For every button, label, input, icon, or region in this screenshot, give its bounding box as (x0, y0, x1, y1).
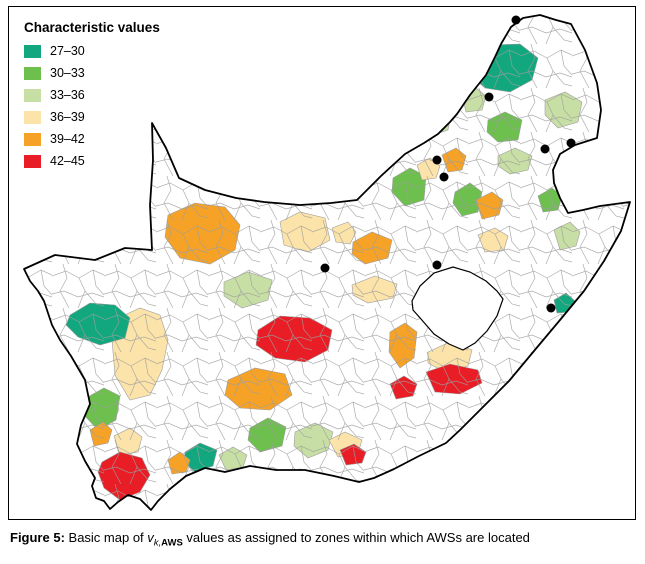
legend-label: 30–33 (50, 66, 85, 80)
legend-swatch-30-33 (24, 66, 41, 80)
figure-caption: Figure 5: Basic map of vk,AWS values as … (10, 530, 640, 550)
municipal-boundaries-mesh (24, 15, 630, 510)
aws-station-dot (320, 263, 330, 273)
aws-station-dot (439, 172, 449, 182)
figure-caption-symbol: v (147, 530, 154, 545)
legend-label: 36–39 (50, 110, 85, 124)
legend-label: 39–42 (50, 132, 85, 146)
aws-station-dot (540, 144, 550, 154)
legend-item: 39–42 (24, 132, 184, 146)
aws-station-dot (432, 155, 442, 165)
aws-station-dot (432, 260, 442, 270)
legend-item: 33–36 (24, 88, 184, 102)
legend-label: 27–30 (50, 44, 85, 58)
aws-station-dot (511, 15, 521, 25)
figure-caption-subscript-italic: k, (153, 537, 162, 549)
figure-caption-post: values as assigned to zones within which… (182, 530, 530, 545)
legend-swatch-33-36 (24, 88, 41, 102)
aws-station-dots (320, 15, 576, 313)
legend-item: 42–45 (24, 154, 184, 168)
legend-swatch-42-45 (24, 154, 41, 168)
aws-station-dot (566, 138, 576, 148)
country-outline (23, 14, 631, 511)
legend-label: 33–36 (50, 88, 85, 102)
aws-station-dot (546, 303, 556, 313)
figure-caption-label: Figure 5: (10, 530, 65, 545)
legend-item: 27–30 (24, 44, 184, 58)
legend-label: 42–45 (50, 154, 85, 168)
legend-title: Characteristic values (24, 20, 160, 35)
aws-station-dot (484, 92, 494, 102)
legend-swatch-39-42 (24, 132, 41, 146)
legend: Characteristic values 27–30 30–33 33–36 … (24, 20, 184, 176)
figure-caption-pre: Basic map of (64, 530, 148, 545)
legend-item: 36–39 (24, 110, 184, 124)
legend-swatch-36-39 (24, 110, 41, 124)
figure-caption-subscript-bold: AWS (161, 537, 183, 549)
legend-item: 30–33 (24, 66, 184, 80)
legend-swatch-27-30 (24, 44, 41, 58)
lesotho-enclave (411, 266, 504, 351)
